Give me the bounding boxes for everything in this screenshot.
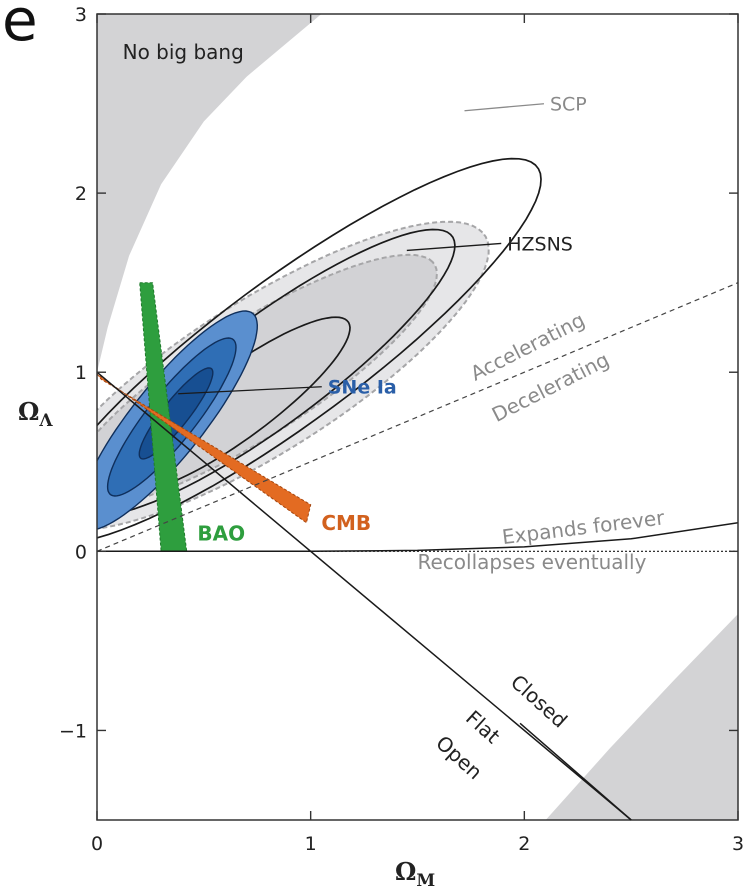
leader-scp — [464, 103, 545, 112]
annotation-scp: SCP — [550, 94, 587, 116]
annotation-cmb: CMB — [321, 511, 371, 535]
y-axis-label-sub: Λ — [38, 411, 53, 431]
tick-labels: 0 1 2 3 −1 0 1 2 3 — [59, 4, 744, 855]
y-tick-label: 1 — [75, 362, 87, 384]
annotation-flat: Flat — [461, 706, 505, 749]
cmb-band — [97, 373, 312, 524]
hzsns-contour-3-sigma — [97, 157, 542, 539]
annotation-recollapses-eventually: Recollapses eventually — [418, 550, 647, 574]
y-axis-label: ΩΛ — [18, 397, 53, 431]
shaded-regions — [97, 14, 738, 820]
no-big-bang-region — [97, 14, 322, 373]
leader-sne-ia — [178, 386, 322, 395]
reference-lines — [97, 282, 738, 820]
annotation-sne-ia: SNe Ia — [328, 377, 397, 399]
line-accelerating-decelerating — [97, 282, 738, 552]
panel-letter: e — [2, 0, 38, 54]
y-tick-label: −1 — [59, 720, 87, 742]
plot-area — [97, 14, 738, 820]
constraint-bands — [97, 282, 312, 552]
annotation-no-big-bang: No big bang — [123, 40, 244, 64]
y-tick-label: 2 — [75, 183, 87, 205]
sne-ia-contours — [97, 310, 259, 530]
x-tick-label: 3 — [732, 833, 744, 855]
flat-line-lower-segment — [519, 722, 632, 821]
leader-hzsns — [406, 242, 502, 252]
leader-lines — [178, 103, 632, 821]
x-axis-label: ΩM — [395, 857, 435, 889]
y-tick-label: 3 — [75, 4, 87, 26]
x-tick-label: 0 — [91, 833, 103, 855]
line-expands-forever-recollapses-eventually — [97, 521, 738, 553]
y-axis-label-main: Ω — [18, 397, 39, 426]
axis-ticks — [96, 13, 739, 820]
x-tick-label: 1 — [305, 833, 317, 855]
line-flat — [97, 371, 632, 820]
lower-right-region — [545, 614, 738, 820]
annotation-bao: BAO — [197, 522, 245, 546]
x-axis-label-main: Ω — [395, 857, 416, 886]
hzsns-contour-2-sigma — [97, 228, 456, 516]
plot-frame — [96, 13, 739, 821]
x-axis-label-sub: M — [416, 871, 435, 889]
annotation-hzsns: HZSNS — [507, 233, 573, 255]
x-tick-label: 2 — [518, 833, 530, 855]
y-tick-label: 0 — [75, 541, 87, 563]
